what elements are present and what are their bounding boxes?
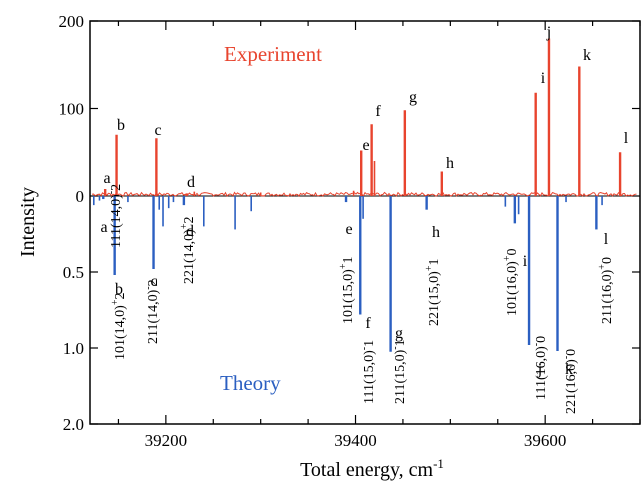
x-tick-label: 39400	[334, 431, 377, 450]
theory-assignment-l: 211(16,0)+0	[597, 257, 615, 324]
experiment-baseline-noise	[91, 191, 637, 197]
experiment-peak-label-c: c	[154, 122, 161, 139]
y-tick-label: 200	[59, 12, 85, 31]
theory-peak-label-e: e	[345, 221, 352, 238]
y-tick-label: 1.0	[63, 339, 84, 358]
y-tick-label: 2.0	[63, 415, 84, 434]
experiment-peak-label-h: h	[446, 155, 454, 172]
experiment-peak-label-e: e	[362, 137, 369, 154]
theory-peak-label-f: f	[365, 315, 371, 332]
experiment-series	[91, 38, 637, 197]
experiment-annotation: Experiment	[224, 42, 322, 66]
theory-assignment-e: 101(15,0)+1	[338, 257, 356, 324]
experiment-peak-label-i: i	[541, 70, 546, 87]
x-tick-label: 39600	[524, 431, 567, 450]
y-tick-label: 0	[76, 187, 85, 206]
theory-assignment-d: 221(14,0)+2	[179, 217, 197, 284]
x-axis-label: Total energy, cm-1	[300, 456, 444, 481]
theory-assignment-c: 211(14,0)-2	[143, 279, 161, 344]
theory-peak-label-c: c	[150, 273, 157, 290]
theory-assignment-a: 111(14,0)-2	[106, 184, 124, 248]
theory-peak-label-j: j	[537, 361, 542, 378]
theory-peak-label-l: l	[604, 231, 609, 248]
y-tick-label: 100	[59, 100, 85, 119]
experiment-peak-label-d: d	[187, 174, 195, 191]
theory-assignment-f: 111(15,0)-1	[359, 340, 377, 404]
theory-assignment-k: 221(16,0)-0	[561, 349, 579, 414]
x-axis-label-superscript: -1	[433, 456, 444, 471]
theory-assignment-b: 101(14,0)+2	[110, 293, 128, 360]
experiment-peak-label-l: l	[624, 130, 629, 147]
theory-peak-label-i: i	[523, 253, 528, 270]
theory-assignment-g: 211(15,0)-1	[390, 339, 408, 404]
x-tick-label: 39200	[145, 431, 188, 450]
theory-peak-label-k: k	[565, 361, 573, 378]
theory-peak-label-b: b	[115, 281, 123, 298]
experiment-peak-label-k: k	[583, 47, 591, 64]
theory-assignment-j: 111(16,0)-0	[531, 336, 549, 400]
experiment-peak-label-a: a	[103, 170, 110, 187]
plot-frame	[89, 20, 641, 425]
experiment-peak-label-b: b	[117, 117, 125, 134]
theory-peak-label-g: g	[395, 325, 403, 342]
y-axis-label: Intensity	[17, 187, 39, 257]
theory-assignment-i: 101(16,0)+0	[502, 249, 520, 316]
theory-peak-label-h: h	[432, 224, 440, 241]
experiment-peak-label-g: g	[409, 89, 417, 106]
x-axis-label-text: Total energy, cm	[300, 459, 433, 481]
theory-series	[92, 196, 603, 352]
theory-peak-label-d: d	[186, 223, 194, 240]
y-tick-label: 0.5	[63, 263, 84, 282]
experiment-peak-label-f: f	[375, 103, 381, 120]
theory-annotation: Theory	[220, 371, 281, 395]
theory-assignment-h: 221(15,0)+1	[424, 259, 442, 326]
theory-peak-label-a: a	[100, 219, 107, 236]
experiment-peak-label-j: j	[546, 24, 551, 41]
